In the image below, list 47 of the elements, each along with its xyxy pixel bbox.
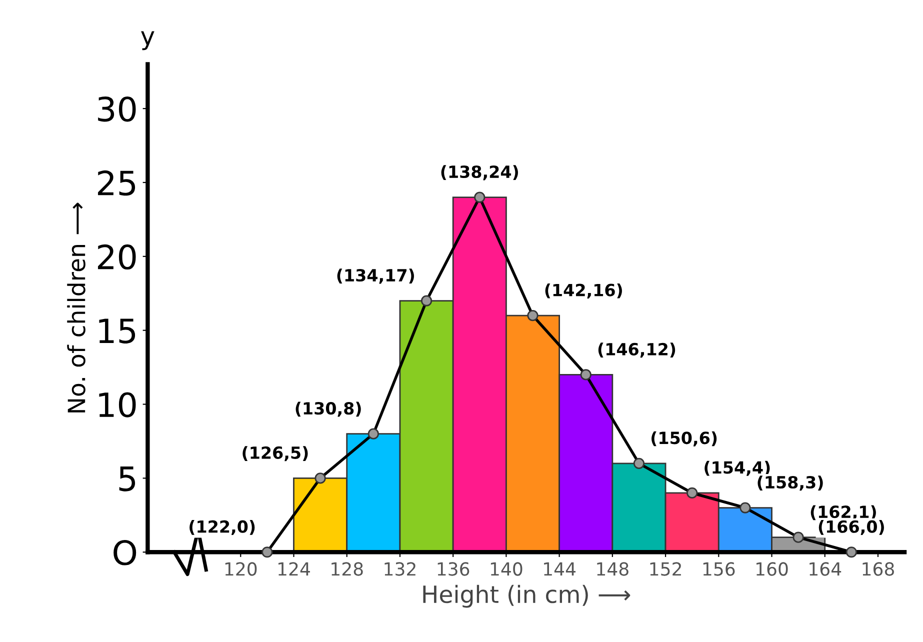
annotation: (158,3) (758, 476, 823, 491)
y-tick-label: O (114, 540, 136, 566)
annotation: (166,0) (818, 520, 884, 536)
x-tick-label: 128 (332, 562, 363, 576)
point (527, 310, 538, 322)
point (474, 192, 486, 203)
point (420, 295, 432, 306)
annotation: (126,5) (242, 446, 308, 462)
y-tick-label: 10 (99, 392, 136, 418)
y-tick-label: 25 (98, 170, 136, 196)
annotation: (134,17) (337, 268, 414, 284)
annotation: (142,16) (545, 283, 622, 298)
x-tick-label: 144 (544, 562, 576, 576)
y-axis-title: No. of children ⟶ (67, 202, 86, 412)
point (580, 369, 592, 380)
annotation: (150,6) (652, 431, 717, 446)
x-tick-label: 132 (384, 562, 416, 576)
annotation: (130,8) (296, 402, 361, 417)
x-tick-label: 168 (862, 562, 894, 576)
point (846, 546, 857, 558)
x-tick-label: 156 (703, 562, 735, 576)
x-tick-label: 120 (225, 562, 257, 576)
x-tick-label: 140 (490, 562, 522, 576)
y-tick-label: 5 (119, 466, 136, 492)
x-tick-label: 160 (756, 562, 788, 576)
annotation: (162,1) (810, 505, 876, 520)
x-tick-label: 164 (810, 562, 842, 576)
point (314, 472, 326, 484)
x-tick-label: 136 (438, 562, 470, 576)
x-tick-label: 148 (597, 562, 628, 576)
point (686, 487, 698, 499)
point (368, 428, 379, 440)
annotation: (146,12) (598, 342, 676, 358)
annotation: (138,24) (441, 165, 518, 180)
x-tick-label: 124 (278, 562, 310, 576)
y-tick-label: 20 (98, 244, 136, 270)
point (262, 546, 273, 558)
x-axis-title: Height (in cm) ⟶ (423, 584, 630, 608)
point (740, 502, 751, 514)
annotation: (154,4) (704, 460, 770, 476)
annotation: (122,0) (190, 520, 255, 536)
x-tick-label: 152 (650, 562, 681, 576)
y-tick-label: 30 (98, 96, 136, 122)
text: y (141, 31, 154, 50)
point (792, 532, 804, 543)
y-tick-label: 15 (99, 318, 136, 344)
point (633, 458, 645, 469)
